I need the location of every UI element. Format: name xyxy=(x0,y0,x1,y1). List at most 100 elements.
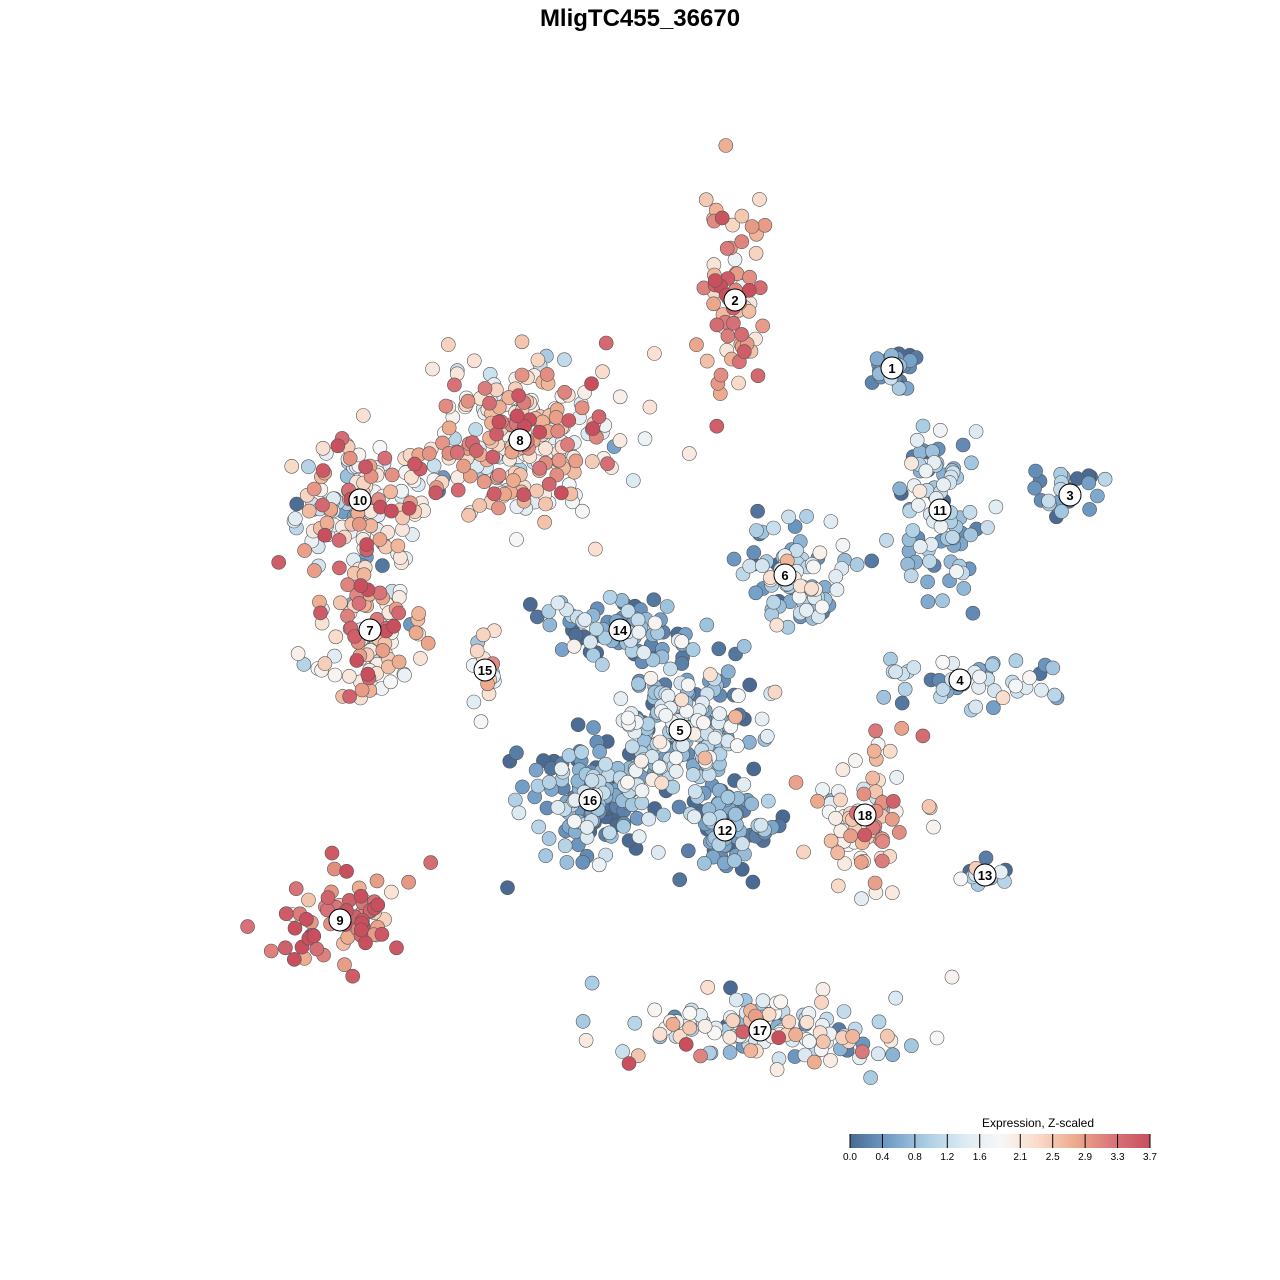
cluster-label-text: 11 xyxy=(933,503,947,518)
cell-point xyxy=(468,422,484,437)
cell-point xyxy=(749,523,764,538)
cell-point xyxy=(1022,670,1037,686)
cell-point xyxy=(637,431,653,447)
cell-point xyxy=(509,408,525,424)
cluster-label-badge xyxy=(1058,483,1082,507)
cell-point xyxy=(588,541,603,557)
cell-point xyxy=(727,853,742,869)
cell-point xyxy=(854,891,869,907)
cell-point xyxy=(755,993,771,1009)
cell-point xyxy=(720,328,736,344)
cell-point xyxy=(743,1043,759,1058)
cell-point xyxy=(491,467,507,483)
cell-point xyxy=(722,1045,738,1060)
cell-point xyxy=(554,761,569,777)
cell-point xyxy=(894,720,910,736)
cell-point xyxy=(689,337,704,353)
cell-point xyxy=(830,878,846,894)
cell-point xyxy=(315,497,330,513)
cell-point xyxy=(477,381,493,396)
cell-point xyxy=(342,689,357,704)
cluster-label-badge xyxy=(928,498,952,522)
cell-point xyxy=(849,557,865,572)
cell-point xyxy=(905,523,921,538)
cell-point xyxy=(806,559,821,575)
cell-point xyxy=(759,728,775,744)
cell-point xyxy=(401,874,416,890)
cell-point xyxy=(871,1014,887,1030)
cell-point xyxy=(709,418,725,434)
cell-point xyxy=(986,700,1001,716)
cell-point xyxy=(781,1014,797,1030)
cell-point xyxy=(620,603,636,619)
cell-point xyxy=(707,273,723,288)
cell-point xyxy=(837,856,852,871)
cell-point xyxy=(541,831,557,846)
cell-point xyxy=(906,660,922,675)
cell-point xyxy=(735,1024,751,1040)
cell-point xyxy=(734,208,750,224)
cell-point xyxy=(888,990,904,1006)
cell-point xyxy=(301,892,316,908)
cell-point xyxy=(799,1014,815,1030)
cell-point xyxy=(375,643,391,658)
cell-point xyxy=(935,682,951,697)
cell-point xyxy=(769,1062,785,1077)
cell-point xyxy=(327,667,343,683)
cell-point xyxy=(353,578,369,593)
cell-point xyxy=(659,599,675,614)
cell-point xyxy=(341,668,357,684)
cell-point xyxy=(630,612,646,628)
cell-point xyxy=(642,399,658,415)
cell-point xyxy=(538,441,553,456)
cell-point xyxy=(744,219,760,234)
cell-point xyxy=(734,327,749,342)
cell-point xyxy=(301,503,317,519)
cell-point xyxy=(814,599,830,615)
cell-point xyxy=(351,596,367,611)
cell-point xyxy=(306,481,322,497)
cell-point xyxy=(823,833,839,849)
cell-point xyxy=(647,346,662,361)
cell-point xyxy=(313,605,328,621)
scatter-points xyxy=(240,138,1113,1085)
cell-point xyxy=(870,1046,886,1062)
cell-point xyxy=(750,368,766,384)
cluster-label-badge xyxy=(328,908,352,932)
cell-point xyxy=(980,520,995,535)
cluster-label-badge xyxy=(358,618,382,642)
cell-point xyxy=(696,715,711,731)
cell-point xyxy=(561,748,577,763)
cell-point xyxy=(909,432,925,448)
cell-point xyxy=(358,935,373,951)
cell-point xyxy=(891,825,907,840)
cluster-label-4: 4 xyxy=(948,668,972,692)
cell-point xyxy=(833,792,848,808)
cluster-label-15: 15 xyxy=(473,658,497,682)
cell-point xyxy=(594,657,610,672)
cell-point xyxy=(408,625,424,641)
cell-point xyxy=(315,463,331,478)
cell-point xyxy=(897,681,913,697)
cell-point xyxy=(1045,660,1061,676)
cell-point xyxy=(984,657,1000,673)
cluster-label-badge xyxy=(973,863,997,887)
cell-point xyxy=(796,844,811,860)
cell-point xyxy=(384,884,399,900)
cell-point xyxy=(810,793,825,809)
cell-point xyxy=(714,210,730,226)
cell-point xyxy=(584,454,600,469)
cell-point xyxy=(933,519,949,534)
cell-point xyxy=(668,763,684,779)
cell-point xyxy=(674,692,690,708)
cell-point xyxy=(815,982,831,997)
cell-point xyxy=(869,351,885,367)
cell-point xyxy=(965,605,981,621)
cell-point xyxy=(678,1037,694,1052)
cell-point xyxy=(726,315,741,331)
cell-point xyxy=(904,455,919,471)
cell-point xyxy=(912,539,928,554)
cell-point xyxy=(595,364,610,380)
cell-point xyxy=(339,863,354,879)
cell-point xyxy=(327,861,342,877)
